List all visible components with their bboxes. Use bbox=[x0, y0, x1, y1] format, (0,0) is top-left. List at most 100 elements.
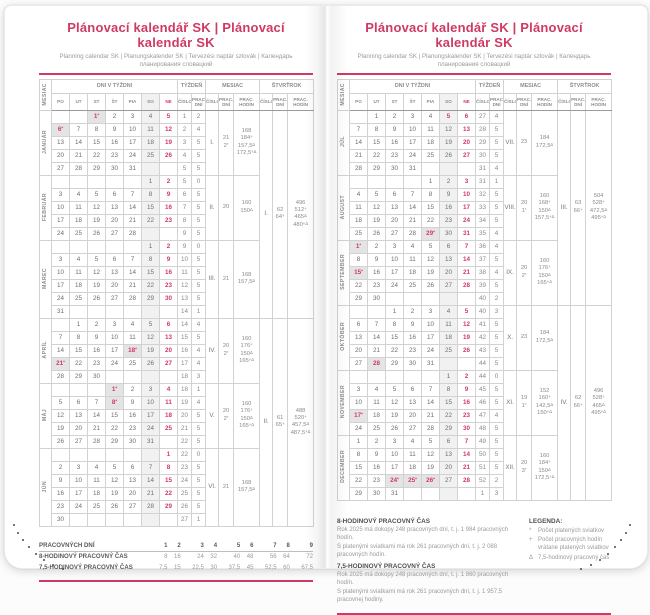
week-workdays-cell: 5 bbox=[191, 487, 207, 501]
month-number-cell: III. bbox=[205, 240, 220, 319]
legend-symbol-triangle: Δ bbox=[529, 555, 534, 562]
day-cell: 20 bbox=[123, 487, 142, 501]
day-cell: 28 bbox=[87, 435, 106, 449]
day-cell: 11 bbox=[69, 201, 88, 215]
day-cell: 2 bbox=[439, 175, 458, 189]
day-cell: 9 bbox=[439, 188, 458, 202]
week-number-cell: 27 bbox=[475, 110, 491, 124]
month-workhours-cell: 160 176+ 150Δ 165+Δ bbox=[233, 318, 261, 384]
month-workdays-cell: 21 2* bbox=[218, 110, 235, 176]
month-workhours-cell: 184 172,5Δ bbox=[531, 110, 559, 176]
day-cell: 7 bbox=[51, 331, 70, 345]
day-cell bbox=[403, 175, 422, 189]
week-number-cell: 1 bbox=[177, 110, 193, 124]
quarter-workdays-cell: 62 64+ bbox=[272, 110, 289, 319]
workdays-value: 45 bbox=[246, 564, 254, 571]
day-cell: 6 bbox=[123, 461, 142, 475]
day-cell: 5 bbox=[439, 110, 458, 124]
day-cell: 9 bbox=[385, 123, 404, 137]
day-cell: 9 bbox=[51, 474, 70, 488]
day-cell bbox=[105, 305, 124, 319]
week-number-cell: 27 bbox=[177, 513, 193, 527]
day-cell: 7 bbox=[403, 188, 422, 202]
workdays-value: 56 bbox=[269, 554, 277, 561]
column-header-day-st: ST bbox=[87, 93, 106, 111]
day-cell: 19 bbox=[87, 279, 106, 293]
day-cell: 6 bbox=[456, 110, 477, 124]
week-workdays-cell: 5 bbox=[489, 253, 505, 267]
day-cell: 21 bbox=[456, 461, 477, 475]
month-name-cell: SEPTEMBER bbox=[337, 240, 350, 306]
calendar-table-jan-jun: MESIAC DNI V TÝŽDNI TÝŽDEŇ MESIAC ŠTVRŤROK PO… bbox=[39, 79, 315, 527]
month-workdays-cell: 20 3* bbox=[516, 435, 533, 501]
week-number-cell: 25 bbox=[177, 487, 193, 501]
day-cell: 17* bbox=[349, 409, 368, 423]
day-cell: 19 bbox=[421, 461, 440, 475]
day-cell: 5 bbox=[158, 110, 179, 124]
month-workdays-cell: 20 2* bbox=[218, 318, 235, 384]
day-cell: 22 bbox=[385, 344, 404, 358]
header-rule bbox=[39, 73, 313, 75]
day-cell: 26 bbox=[158, 149, 179, 163]
stitch-dot bbox=[580, 568, 582, 570]
week-number-cell: 15 bbox=[177, 331, 193, 345]
column-group-month: MESIAC bbox=[205, 79, 261, 94]
day-cell: 8 bbox=[158, 461, 179, 475]
workdays-value: 52,5 bbox=[264, 564, 277, 571]
day-cell: 12 bbox=[87, 201, 106, 215]
day-cell: 2 bbox=[158, 240, 179, 254]
month-workhours-cell: 168 184+ 157,5Δ 172,5+Δ bbox=[233, 110, 261, 176]
week-workdays-cell: 5 bbox=[191, 214, 207, 228]
day-cell: 17 bbox=[385, 461, 404, 475]
week-workdays-cell: 5 bbox=[489, 461, 505, 475]
day-cell: 9 bbox=[123, 396, 142, 410]
day-cell: 2 bbox=[51, 461, 70, 475]
column-header-week-number: ČÍSLO bbox=[475, 93, 491, 111]
day-cell: 21 bbox=[87, 422, 106, 436]
day-cell: 13 bbox=[385, 201, 404, 215]
day-cell: 25 bbox=[141, 149, 160, 163]
day-cell: 10 bbox=[421, 318, 440, 332]
column-group-month: MESIAC bbox=[503, 79, 559, 94]
legend: LEGENDA: * Počet platených sviatkov + Po… bbox=[529, 515, 611, 565]
column-header-month-number: ČÍSLO bbox=[503, 93, 518, 111]
day-cell: 19 bbox=[105, 487, 124, 501]
day-cell: 25* bbox=[403, 474, 422, 488]
column-header-mesiac: MESIAC bbox=[39, 79, 52, 111]
week-number-cell: 33 bbox=[475, 201, 491, 215]
month-name-cell: MAREC bbox=[39, 240, 52, 319]
day-cell: 13 bbox=[105, 201, 124, 215]
week-workdays-cell: 5 bbox=[191, 409, 207, 423]
day-cell: 23 bbox=[439, 214, 458, 228]
day-cell: 1 bbox=[367, 110, 386, 124]
day-cell: 4 bbox=[421, 110, 440, 124]
day-cell: 3 bbox=[141, 383, 160, 397]
day-cell: 17 bbox=[51, 214, 70, 228]
day-cell: 22 bbox=[105, 422, 124, 436]
column-header-day-st: ST bbox=[385, 93, 404, 111]
day-cell: 7 bbox=[349, 123, 368, 137]
worktime-heading-7-5h: 7,5-HODINOVÝ PRACOVNÝ ČAS bbox=[337, 562, 436, 570]
day-cell: 17 bbox=[141, 409, 160, 423]
week-number-cell: 14 bbox=[177, 318, 193, 332]
month-workdays-cell: 20 2* bbox=[516, 240, 533, 306]
day-cell bbox=[158, 305, 179, 319]
day-cell: 3 bbox=[69, 461, 88, 475]
day-cell: 13 bbox=[51, 136, 70, 150]
day-cell: 30 bbox=[123, 435, 142, 449]
day-cell: 10 bbox=[403, 123, 422, 137]
day-cell: 28 bbox=[51, 370, 70, 384]
day-cell: 6 bbox=[105, 188, 124, 202]
day-cell bbox=[105, 370, 124, 384]
day-cell: 24 bbox=[456, 214, 477, 228]
week-number-cell: 19 bbox=[177, 396, 193, 410]
stitch-dot bbox=[620, 539, 622, 541]
day-cell: 16 bbox=[439, 201, 458, 215]
week-number-cell: 11 bbox=[177, 266, 193, 280]
day-cell bbox=[123, 370, 142, 384]
column-header-day-ne: NE bbox=[456, 93, 477, 111]
day-cell: 18 bbox=[87, 487, 106, 501]
month-workhours-cell: 160 150Δ bbox=[233, 175, 261, 241]
week-workdays-cell: 5 bbox=[489, 331, 505, 345]
day-cell: 19 bbox=[385, 409, 404, 423]
